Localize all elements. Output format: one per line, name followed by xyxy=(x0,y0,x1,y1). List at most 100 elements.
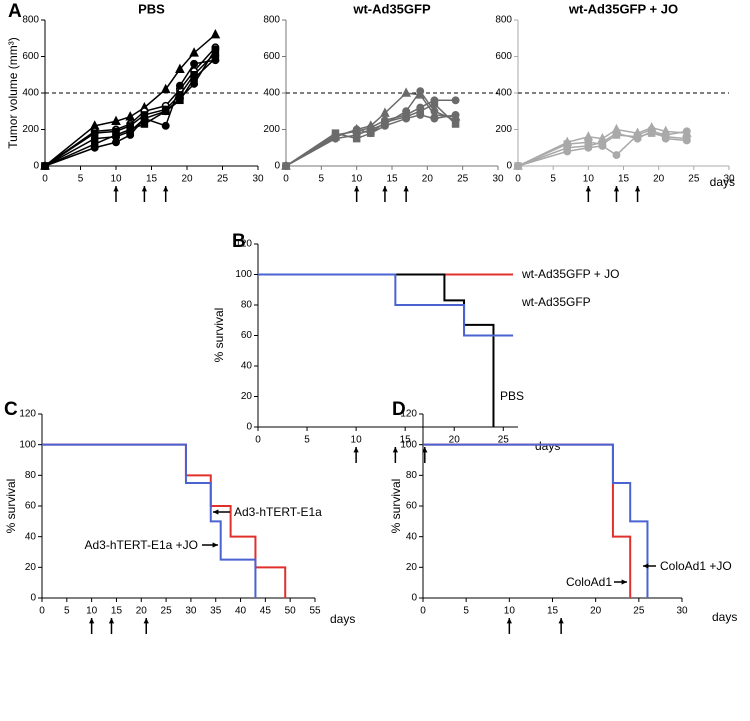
point xyxy=(112,138,120,147)
day-arrow xyxy=(392,447,398,463)
y-tick-label: 600 xyxy=(495,51,512,62)
point xyxy=(514,162,522,170)
x-tick-label: 0 xyxy=(283,174,289,185)
point xyxy=(190,59,199,68)
y-tick-label: 400 xyxy=(495,88,512,99)
point xyxy=(451,96,460,105)
day-arrow xyxy=(113,186,119,202)
x-axis-title: days xyxy=(330,612,355,626)
x-tick-label: 5 xyxy=(550,174,556,185)
x-tick-label: 5 xyxy=(78,174,84,185)
y-tick-label: 100 xyxy=(19,439,36,450)
x-tick-label: 20 xyxy=(449,435,461,446)
x-tick-label: 50 xyxy=(285,606,297,617)
y-tick-label: 200 xyxy=(22,124,39,135)
y-tick-label: 40 xyxy=(241,361,253,372)
point xyxy=(451,120,460,128)
point xyxy=(90,129,99,137)
x-tick-label: 25 xyxy=(688,174,700,185)
chart-title: wt-Ad35GFP + JO xyxy=(568,1,678,16)
panel-label: B xyxy=(232,231,246,252)
x-tick-label: 30 xyxy=(723,174,735,185)
day-arrow xyxy=(89,618,95,634)
x-tick-label: 15 xyxy=(400,435,412,446)
y-tick-label: 0 xyxy=(506,161,512,172)
day-arrow xyxy=(634,186,641,202)
series-label: wt-Ad35GFP xyxy=(521,295,591,309)
y-tick-label: 120 xyxy=(19,409,36,420)
arrow-head xyxy=(354,186,360,192)
arrow-head xyxy=(403,186,409,192)
x-tick-label: 20 xyxy=(653,174,665,185)
day-arrow xyxy=(163,186,169,202)
x-tick-label: 15 xyxy=(111,606,123,617)
y-tick-label: 40 xyxy=(406,531,418,542)
point xyxy=(176,91,184,99)
day-arrow xyxy=(506,618,512,634)
point xyxy=(598,140,607,148)
x-tick-label: 5 xyxy=(304,435,310,446)
x-tick-label: 55 xyxy=(309,606,321,617)
day-arrow xyxy=(613,186,620,202)
y-tick-label: 600 xyxy=(22,51,39,62)
point xyxy=(160,83,171,94)
panel-label: C xyxy=(4,399,18,420)
y-tick-label: 200 xyxy=(263,124,280,135)
label-arrow xyxy=(614,579,627,585)
arrow-head xyxy=(163,186,169,192)
point xyxy=(612,151,621,160)
arrow-head xyxy=(89,618,95,624)
arrow-head xyxy=(634,186,641,192)
x-tick-label: 30 xyxy=(185,606,197,617)
survival-curve xyxy=(423,443,649,598)
arrow-head xyxy=(392,447,398,453)
series-label: ColoAd1 xyxy=(566,575,612,589)
x-tick-label: 10 xyxy=(86,606,98,617)
arrow-head xyxy=(353,447,359,453)
y-tick-label: 60 xyxy=(25,501,37,512)
y-axis-title: % survival xyxy=(212,308,226,363)
y-tick-label: 20 xyxy=(241,391,253,402)
x-tick-label: 45 xyxy=(260,606,272,617)
y-tick-label: 80 xyxy=(25,470,37,481)
x-tick-label: 40 xyxy=(235,606,247,617)
x-tick-label: 30 xyxy=(492,174,504,185)
x-tick-label: 0 xyxy=(42,174,48,185)
survival-curve xyxy=(42,443,257,598)
point xyxy=(563,147,572,156)
y-tick-label: 20 xyxy=(406,562,418,573)
point xyxy=(125,111,136,121)
day-arrow xyxy=(403,186,409,202)
point xyxy=(430,100,439,108)
point xyxy=(366,129,375,138)
point xyxy=(210,28,221,39)
day-arrow xyxy=(353,447,359,463)
arrow-head xyxy=(382,186,388,192)
series-label: wt-Ad35GFP + JO xyxy=(521,267,619,281)
x-tick-label: 10 xyxy=(583,174,595,185)
chart-title: PBS xyxy=(138,1,165,16)
y-tick-label: 800 xyxy=(263,15,280,26)
arrow-head xyxy=(506,618,512,624)
day-arrow xyxy=(558,618,564,634)
point xyxy=(416,110,425,119)
point xyxy=(416,87,425,96)
day-arrow xyxy=(108,618,115,634)
arrow-head xyxy=(558,618,564,624)
y-axis-title: % survival xyxy=(389,479,403,534)
y-tick-label: 800 xyxy=(495,15,512,26)
x-tick-label: 10 xyxy=(504,606,516,617)
point xyxy=(380,121,389,130)
arrow-head xyxy=(108,618,115,624)
label-arrow xyxy=(202,542,218,548)
arrow-head xyxy=(643,563,649,569)
point xyxy=(126,131,135,139)
point xyxy=(189,47,199,57)
series-label: Ad3-hTERT-E1a xyxy=(234,505,322,519)
x-tick-label: 30 xyxy=(676,606,688,617)
point xyxy=(161,105,170,114)
point xyxy=(190,71,198,79)
point xyxy=(647,129,656,137)
point xyxy=(402,114,411,123)
panel-label: D xyxy=(392,399,406,420)
